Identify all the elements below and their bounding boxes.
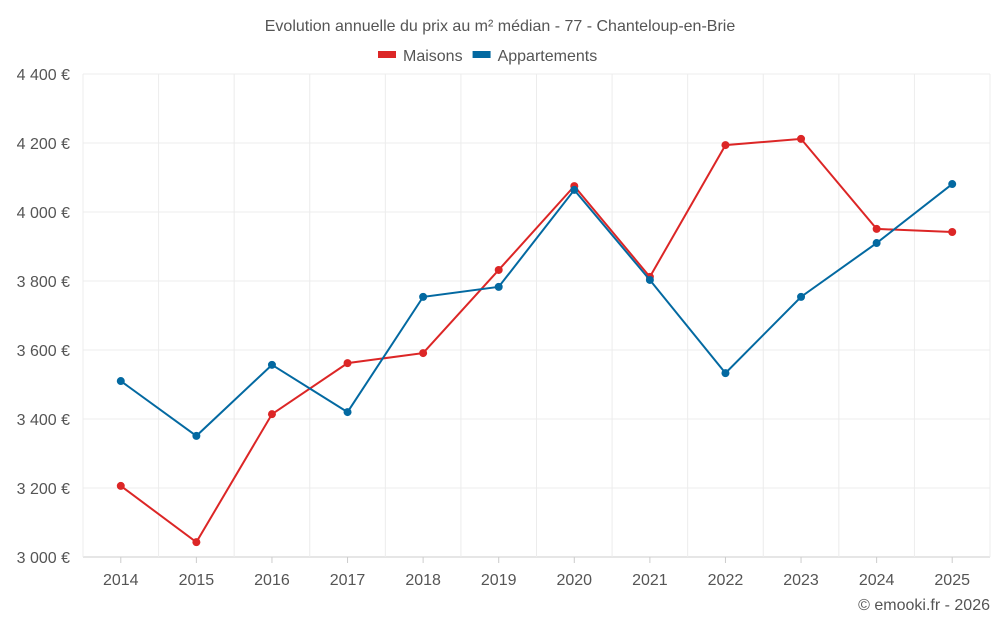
legend: Maisons Appartements [378, 48, 597, 65]
legend-swatch-maisons [378, 51, 396, 58]
x-tick-label: 2023 [783, 572, 819, 589]
data-point-maisons [797, 134, 806, 143]
data-point-appartements [872, 239, 881, 248]
x-tick-label: 2020 [556, 572, 592, 589]
data-point-appartements [116, 377, 125, 386]
data-point-maisons [872, 224, 881, 233]
x-tick-label: 2016 [254, 572, 290, 589]
data-point-maisons [343, 359, 352, 368]
data-point-maisons [948, 228, 957, 237]
series-line-appartements [120, 183, 953, 438]
x-tick-label: 2025 [934, 572, 970, 589]
legend-label-maisons: Maisons [403, 48, 463, 65]
data-point-appartements [570, 185, 579, 194]
series-line-maisons [120, 137, 953, 544]
x-tick-label: 2022 [708, 572, 744, 589]
y-tick-label: 4 000 € [17, 205, 70, 222]
data-point-maisons [192, 538, 201, 547]
y-tick-label: 3 000 € [17, 550, 70, 567]
x-tick-label: 2015 [179, 572, 215, 589]
y-tick-label: 4 200 € [17, 136, 70, 153]
x-tick-label: 2017 [330, 572, 366, 589]
y-tick-label: 3 600 € [17, 343, 70, 360]
chart-title: Evolution annuelle du prix au m² médian … [265, 18, 736, 35]
data-point-maisons [419, 349, 428, 358]
data-point-appartements [192, 431, 201, 440]
data-point-appartements [419, 292, 428, 301]
data-point-appartements [948, 180, 957, 189]
legend-swatch-appartements [472, 51, 491, 58]
data-point-appartements [797, 292, 806, 301]
data-point-appartements [645, 275, 654, 284]
x-tick-label: 2021 [632, 572, 668, 589]
y-tick-label: 4 400 € [17, 67, 70, 84]
x-tick-label: 2019 [481, 572, 517, 589]
data-point-maisons [116, 481, 125, 490]
data-point-appartements [494, 282, 503, 291]
x-tick-label: 2024 [859, 572, 895, 589]
y-tick-label: 3 800 € [17, 274, 70, 291]
data-point-appartements [343, 408, 352, 417]
data-point-appartements [721, 369, 730, 378]
y-tick-label: 3 400 € [17, 412, 70, 429]
x-tick-label: 2018 [405, 572, 441, 589]
data-point-maisons [267, 410, 276, 419]
legend-label-appartements: Appartements [498, 48, 598, 65]
x-tick-label: 2014 [103, 572, 139, 589]
y-tick-label: 3 200 € [17, 481, 70, 498]
credit-text: © emooki.fr - 2026 [858, 597, 990, 614]
data-point-maisons [494, 265, 503, 274]
data-point-appartements [267, 360, 276, 369]
data-point-maisons [721, 141, 730, 150]
